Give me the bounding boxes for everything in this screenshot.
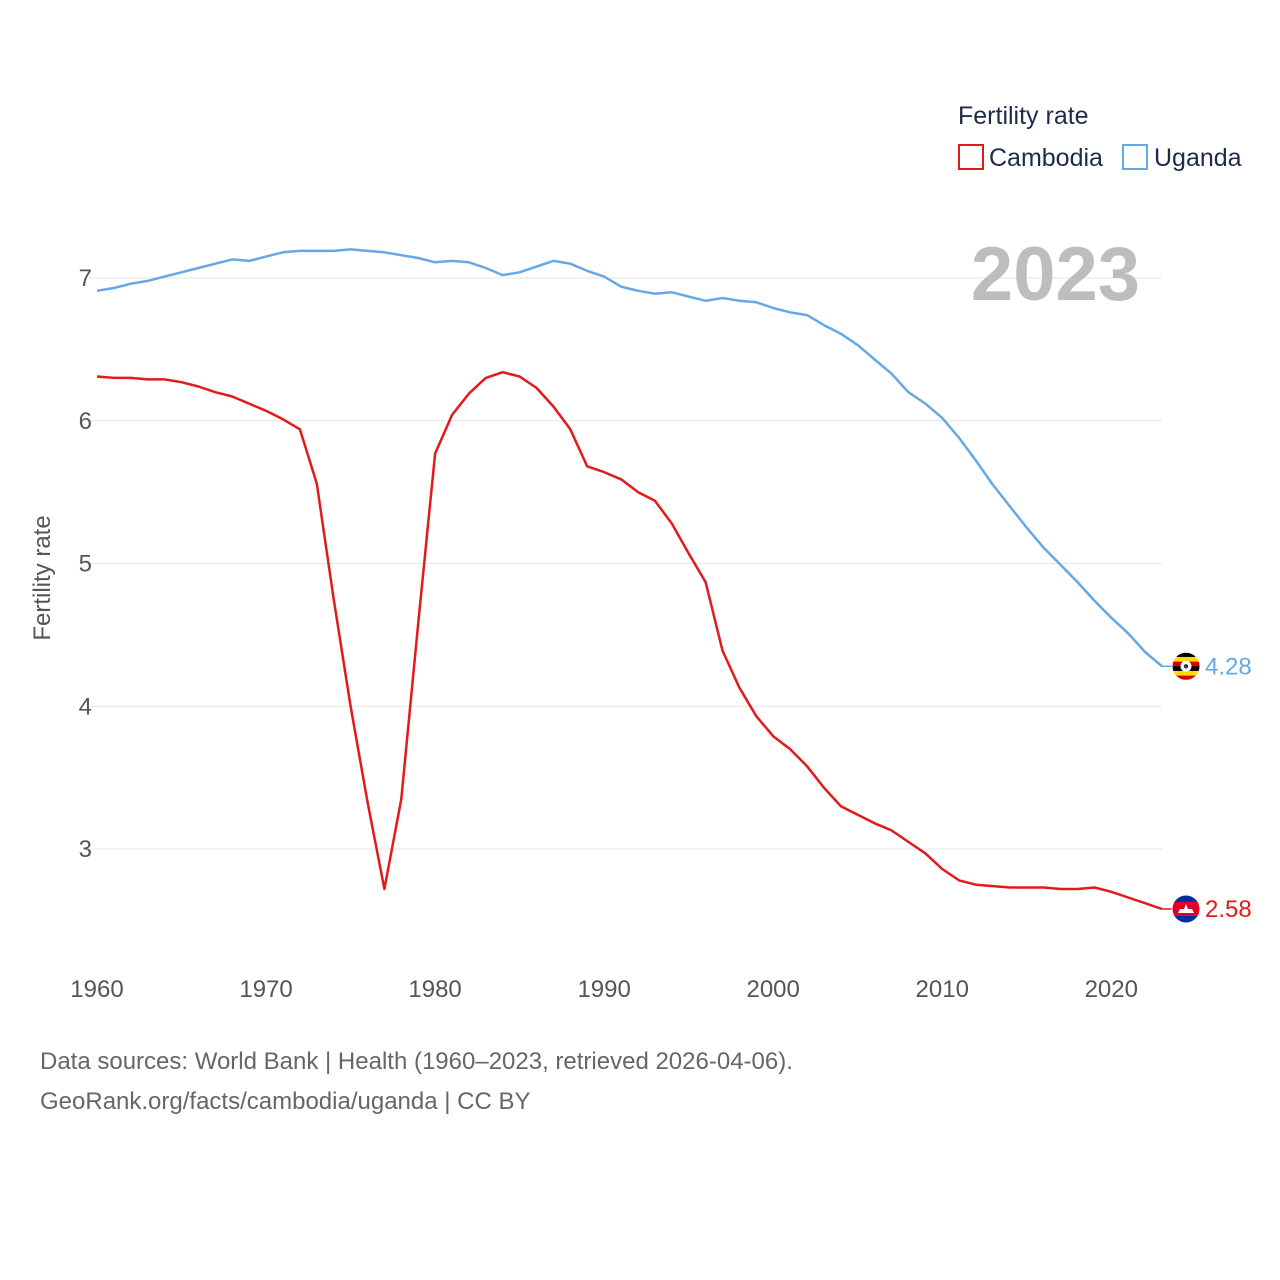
y-tick-label: 5 [79,551,92,578]
legend-swatch-uganda[interactable] [1122,144,1148,170]
gridlines [90,277,1162,850]
y-axis-ticks: 3 4 5 6 7 [79,265,92,863]
series-line-cambodia[interactable] [96,370,1163,911]
footer: Data sources: World Bank | Health (1960–… [40,1042,793,1122]
x-tick-label: 2000 [746,976,799,1003]
x-tick-label: 2010 [916,976,969,1003]
x-tick-label: 1980 [408,976,461,1003]
legend-label-cambodia[interactable]: Cambodia [989,144,1103,172]
x-tick-label: 1990 [577,976,630,1003]
end-markers: 2.58 4.28 [1162,651,1252,924]
footer-source: Data sources: World Bank | Health (1960–… [40,1048,793,1075]
legend-title: Fertility rate [958,102,1089,130]
x-tick-label: 2020 [1085,976,1138,1003]
y-tick-label: 7 [79,265,92,292]
y-tick-label: 6 [79,408,92,435]
footer-attribution: GeoRank.org/facts/cambodia/uganda | CC B… [40,1088,531,1115]
y-tick-label: 4 [79,693,92,720]
end-value-label-uganda: 4.28 [1205,653,1252,680]
x-tick-label: 1960 [70,976,123,1003]
end-value-label-cambodia: 2.58 [1205,896,1252,923]
flag-cambodia-icon [1171,894,1201,924]
y-axis-title: Fertility rate [29,515,56,640]
series-lines [96,248,1163,911]
x-tick-label: 1970 [239,976,292,1003]
year-watermark: 2023 [971,232,1140,317]
flag-uganda-icon [1171,651,1201,681]
y-tick-label: 3 [79,836,92,863]
series-line-uganda[interactable] [96,248,1163,668]
legend: Fertility rate Cambodia Uganda [958,102,1242,172]
legend-swatch-cambodia[interactable] [958,144,984,170]
legend-label-uganda[interactable]: Uganda [1154,144,1242,172]
x-axis-ticks: 1960 1970 1980 1990 2000 2010 2020 [70,976,1138,1003]
